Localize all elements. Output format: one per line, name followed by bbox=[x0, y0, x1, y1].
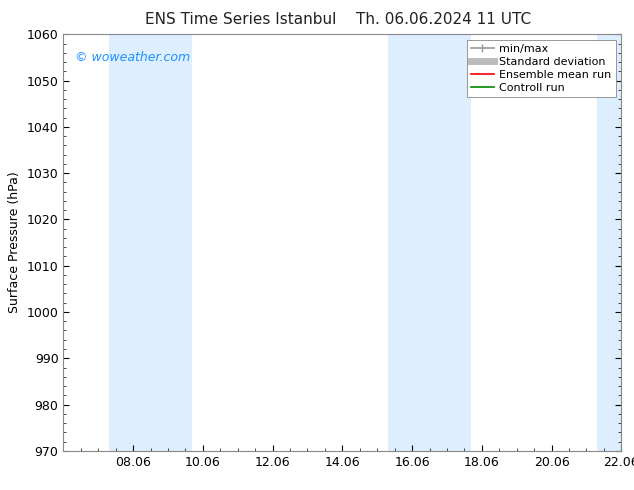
Y-axis label: Surface Pressure (hPa): Surface Pressure (hPa) bbox=[8, 172, 21, 314]
Text: ENS Time Series Istanbul: ENS Time Series Istanbul bbox=[145, 12, 337, 27]
Bar bbox=[109, 34, 192, 451]
Bar bbox=[388, 34, 471, 451]
Text: © woweather.com: © woweather.com bbox=[75, 51, 190, 64]
Bar bbox=[597, 34, 634, 451]
Legend: min/max, Standard deviation, Ensemble mean run, Controll run: min/max, Standard deviation, Ensemble me… bbox=[467, 40, 616, 97]
Text: Th. 06.06.2024 11 UTC: Th. 06.06.2024 11 UTC bbox=[356, 12, 531, 27]
